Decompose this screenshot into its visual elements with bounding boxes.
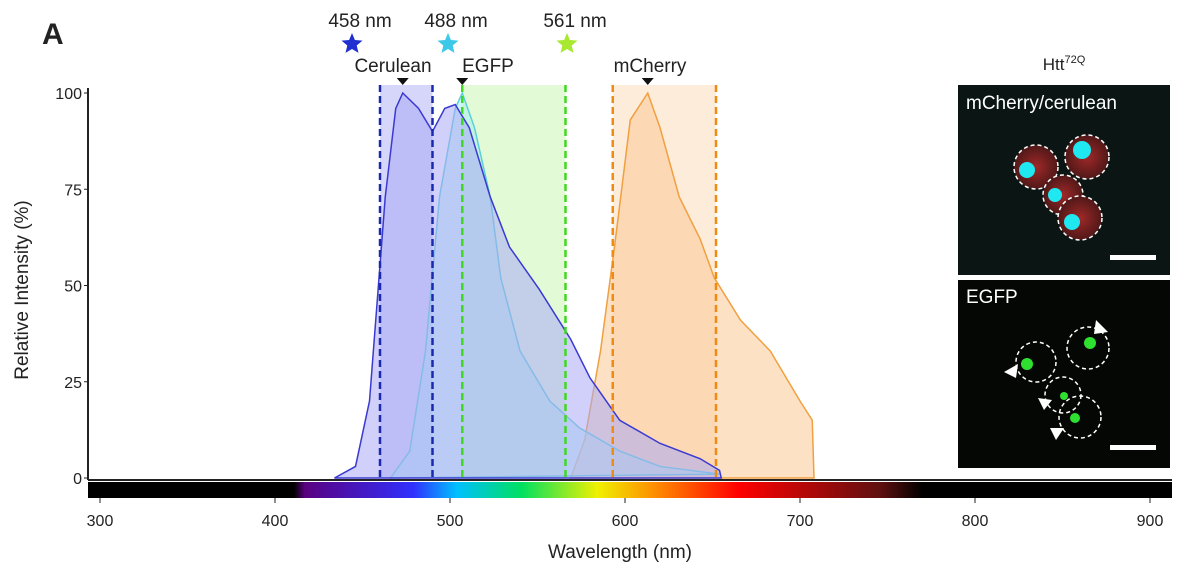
laser-star <box>438 33 459 53</box>
image-top-label: mCherry/cerulean <box>966 93 1117 114</box>
x-tick-label: 800 <box>962 513 989 530</box>
y-tick-label: 25 <box>64 375 82 392</box>
series-label: Cerulean <box>354 56 431 77</box>
image-title-sup: 72Q <box>1064 54 1085 66</box>
x-tick-label: 400 <box>262 513 289 530</box>
laser-label: 488 nm <box>424 11 487 32</box>
y-tick-label: 0 <box>73 471 82 488</box>
figure: A Wavelength (nm) Relative Intensity (%)… <box>0 0 1180 572</box>
panel-label: A <box>42 18 64 51</box>
x-tick-label: 900 <box>1137 513 1164 530</box>
spectrum-bar <box>88 482 1172 498</box>
y-tick-label: 50 <box>64 279 82 296</box>
peak-marker <box>642 78 654 85</box>
laser-label: 561 nm <box>543 11 606 32</box>
plot <box>335 78 815 478</box>
laser-star <box>342 33 363 53</box>
peak-marker <box>397 78 409 85</box>
image-bottom-label: EGFP <box>966 287 1018 308</box>
series-label: EGFP <box>462 56 514 77</box>
y-tick-label: 75 <box>64 182 82 199</box>
x-tick-label: 300 <box>87 513 114 530</box>
image-title-text: Htt <box>1043 55 1065 74</box>
image-title: Htt72Q <box>1043 54 1086 74</box>
y-axis-title: Relative Intensity (%) <box>12 200 33 380</box>
image-bottom: EGFP <box>958 280 1170 468</box>
laser-star <box>557 33 578 53</box>
x-tick-label: 600 <box>612 513 639 530</box>
laser-label: 458 nm <box>328 11 391 32</box>
x-tick-label: 500 <box>437 513 464 530</box>
image-top: mCherry/cerulean <box>958 85 1170 275</box>
y-tick-label: 100 <box>55 86 82 103</box>
x-axis-title: Wavelength (nm) <box>548 542 692 563</box>
x-tick-label: 700 <box>787 513 814 530</box>
peak-marker <box>456 78 468 85</box>
series-label: mCherry <box>614 56 687 77</box>
